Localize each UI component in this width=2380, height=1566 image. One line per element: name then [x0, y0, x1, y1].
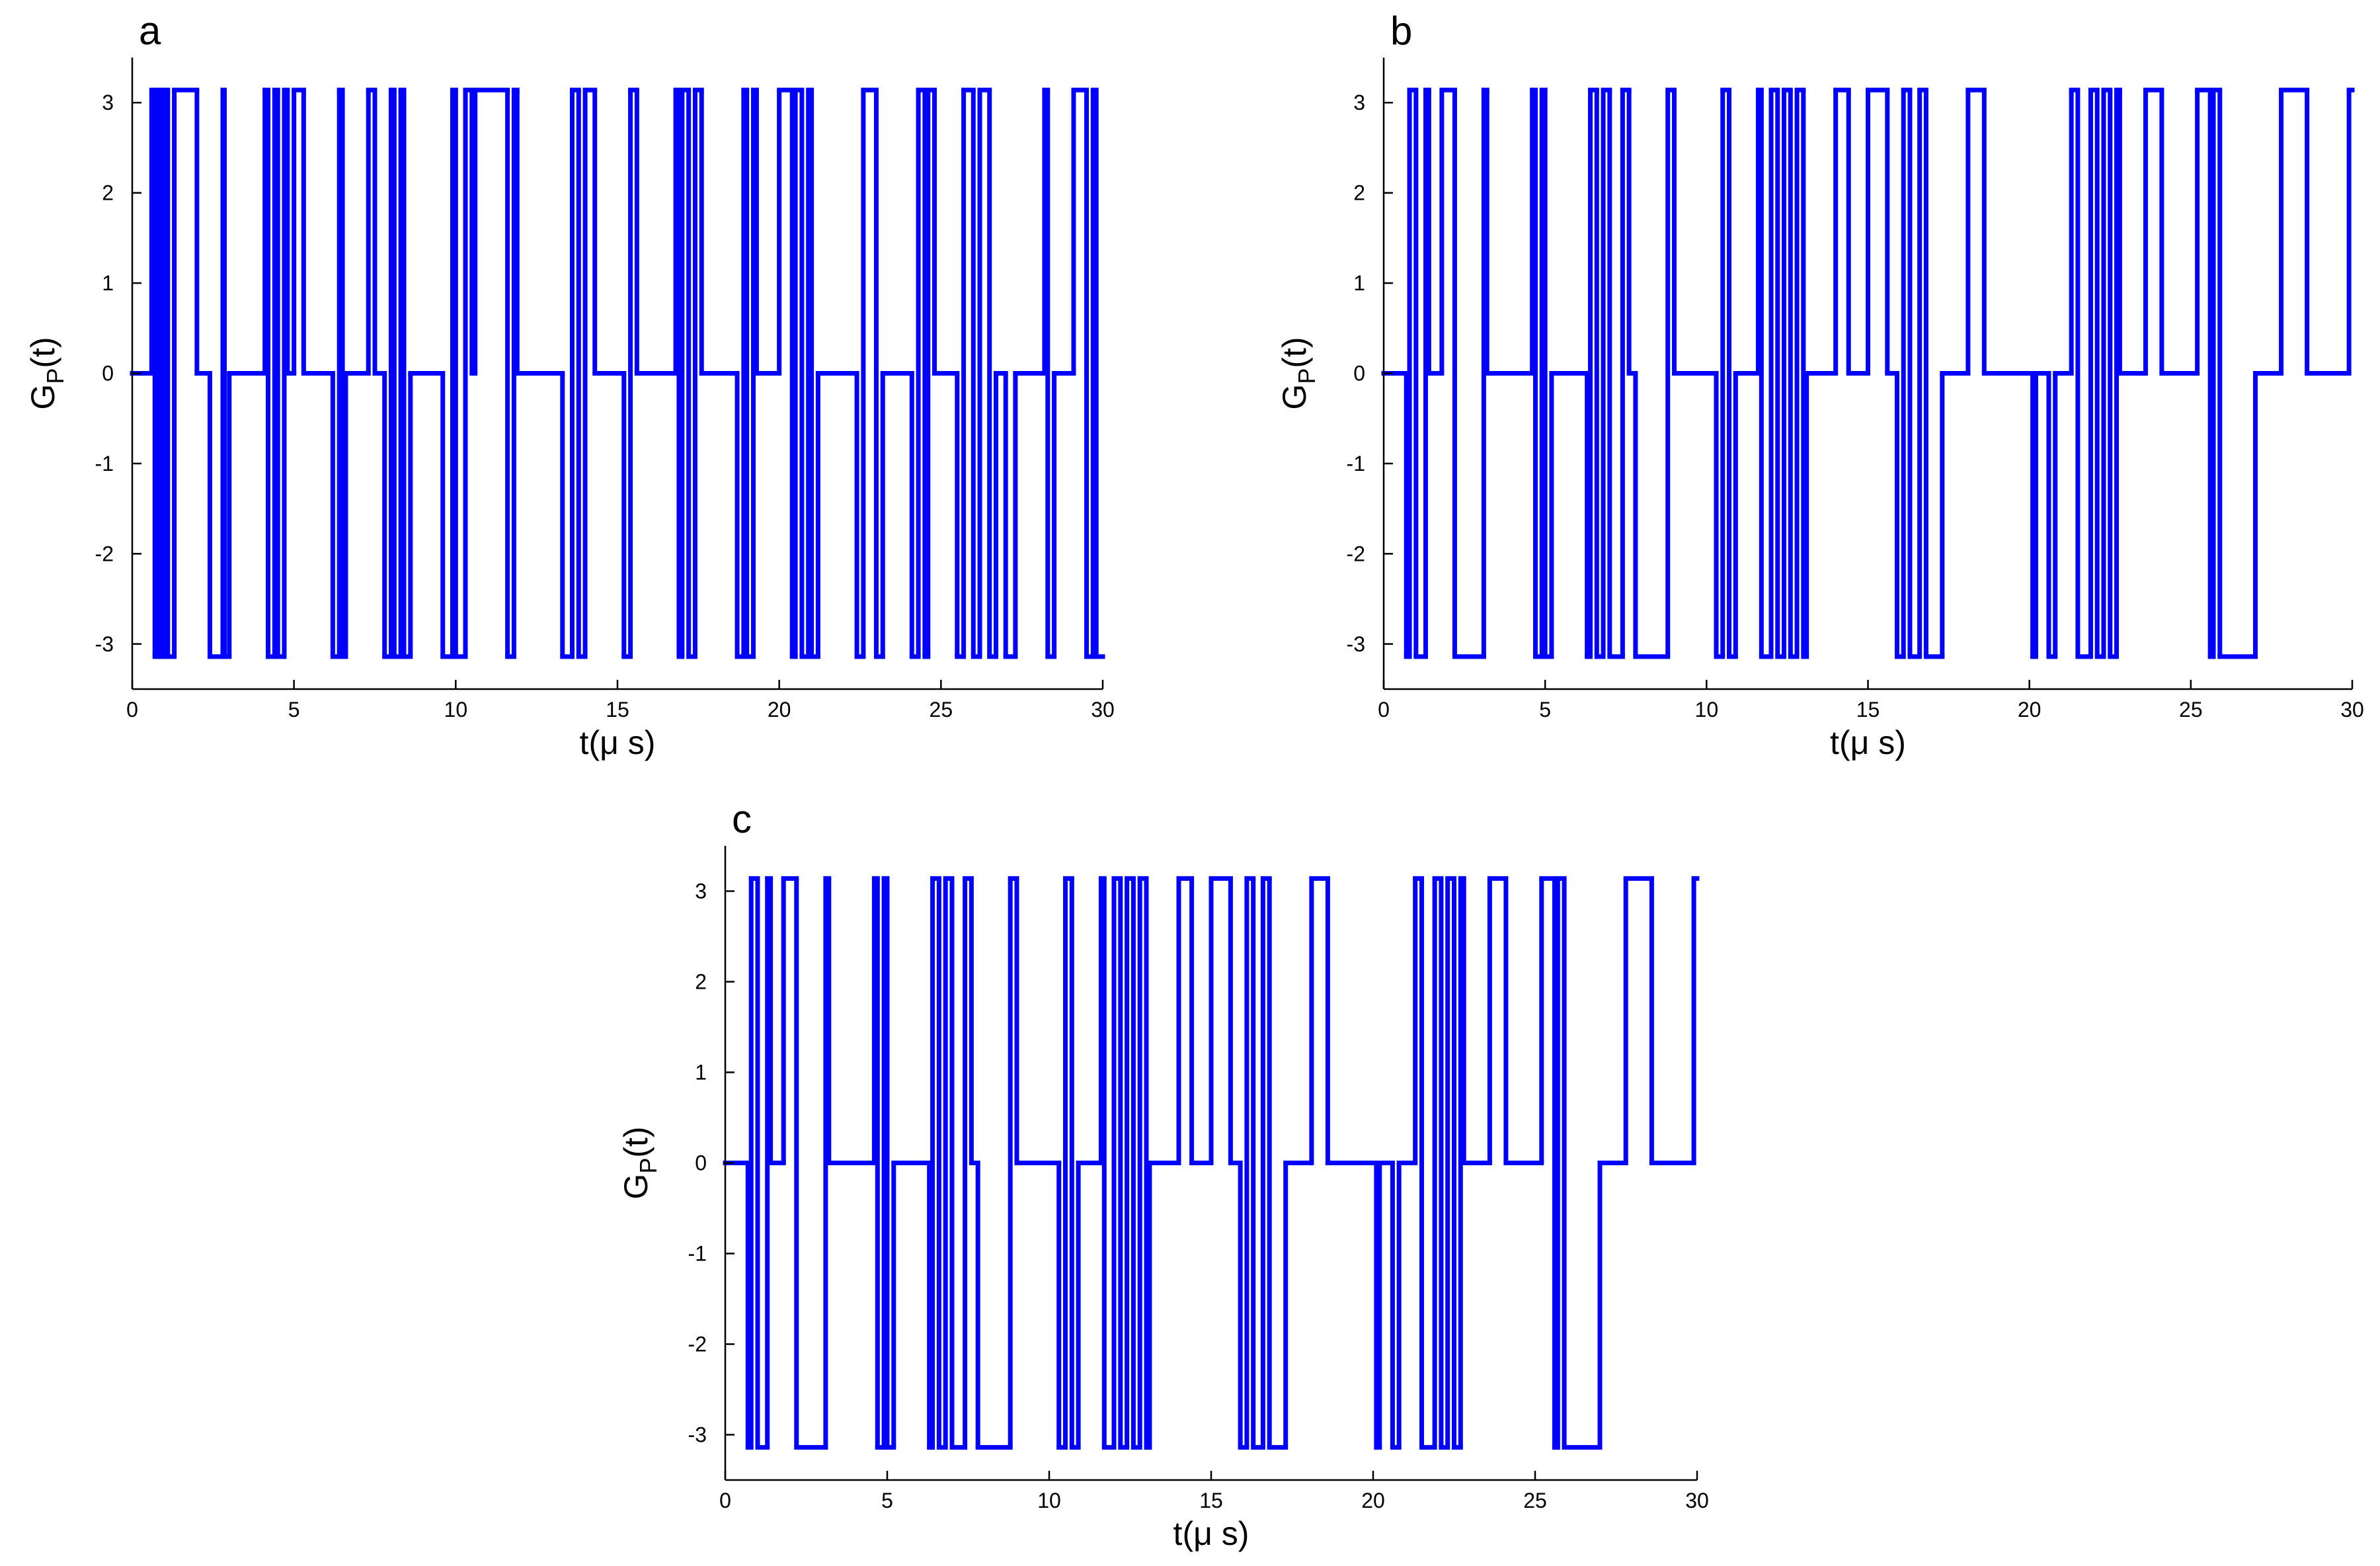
y-label-base: G [24, 384, 61, 410]
y-label-sub: P [635, 1158, 662, 1174]
x-tick-label: 30 [1685, 1489, 1709, 1512]
y-label-tail: (t) [24, 337, 61, 368]
x-axis-label: t(μ s) [1173, 1515, 1250, 1552]
chart-panel: 0 5 10 15 20 25 30 -3 -2 -1 0 1 2 3 t(μ s) GP(t) b [1276, 9, 2364, 761]
x-tick-label: 5 [1539, 698, 1551, 721]
x-tick-label: 20 [2018, 698, 2042, 721]
y-tick-label: 0 [695, 1151, 707, 1175]
y-label-sub: P [1293, 368, 1320, 384]
y-tick-label: -1 [688, 1242, 707, 1266]
y-tick-label: -3 [688, 1423, 707, 1447]
y-tick-label: -2 [95, 542, 114, 565]
x-tick-label: 15 [1199, 1489, 1223, 1512]
y-label-base: G [617, 1174, 654, 1200]
panel-label: c [732, 797, 752, 841]
x-tick-label: 30 [2340, 698, 2364, 721]
y-tick-label: -1 [95, 452, 114, 475]
y-axis-label: GP(t) [24, 337, 69, 409]
x-tick-label: 5 [881, 1489, 893, 1512]
x-tick-label: 15 [1856, 698, 1880, 721]
y-tick-label: 3 [102, 91, 114, 114]
y-tick-label: -2 [688, 1333, 707, 1356]
panel-label: b [1390, 9, 1412, 53]
y-tick-label: 1 [1353, 271, 1365, 295]
x-tick-label: 30 [1091, 698, 1115, 721]
x-tick-label: 20 [1361, 1489, 1385, 1512]
y-label-tail: (t) [1276, 337, 1313, 368]
x-tick-label: 10 [444, 698, 468, 721]
x-axis-label: t(μ s) [1830, 724, 1906, 761]
step-connector [1404, 90, 2352, 657]
chart-panel: 0 5 10 15 20 25 30 -3 -2 -1 0 1 2 3 t(μ s) GP(t) a [24, 9, 1115, 761]
x-tick-label: 0 [126, 698, 138, 721]
x-tick-label: 10 [1695, 698, 1719, 721]
x-tick-label: 25 [930, 698, 953, 721]
x-tick-label: 0 [1378, 698, 1390, 721]
y-tick-label: 3 [695, 880, 707, 903]
y-tick-label: 0 [102, 362, 114, 386]
panel-label: a [139, 9, 161, 53]
step-connector [745, 878, 1696, 1448]
y-tick-label: -3 [1347, 632, 1365, 656]
chart-panel: 0 5 10 15 20 25 30 -3 -2 -1 0 1 2 3 t(μ s) GP(t) c [617, 797, 1709, 1552]
y-label-sub: P [42, 368, 69, 384]
step-connector [149, 90, 1099, 657]
y-tick-label: 3 [1353, 91, 1365, 114]
x-tick-label: 15 [606, 698, 629, 721]
x-axis-label: t(μ s) [580, 724, 656, 761]
y-label-tail: (t) [617, 1126, 654, 1157]
y-tick-label: 1 [695, 1061, 707, 1085]
x-tick-label: 0 [719, 1489, 731, 1512]
y-axis-label: GP(t) [617, 1126, 662, 1199]
x-tick-label: 5 [288, 698, 300, 721]
y-tick-label: 2 [695, 970, 707, 994]
y-tick-label: -2 [1347, 542, 1365, 565]
y-label-base: G [1276, 384, 1313, 410]
y-tick-label: 2 [1353, 181, 1365, 205]
y-tick-label: 0 [1353, 362, 1365, 386]
y-tick-label: -1 [1347, 452, 1365, 475]
y-tick-label: -3 [95, 632, 114, 656]
x-tick-label: 25 [2179, 698, 2203, 721]
y-tick-label: 2 [102, 181, 114, 205]
x-tick-label: 20 [768, 698, 791, 721]
x-tick-label: 10 [1037, 1489, 1061, 1512]
y-axis-label: GP(t) [1276, 337, 1320, 409]
x-tick-label: 25 [1523, 1489, 1547, 1512]
y-tick-label: 1 [102, 271, 114, 295]
